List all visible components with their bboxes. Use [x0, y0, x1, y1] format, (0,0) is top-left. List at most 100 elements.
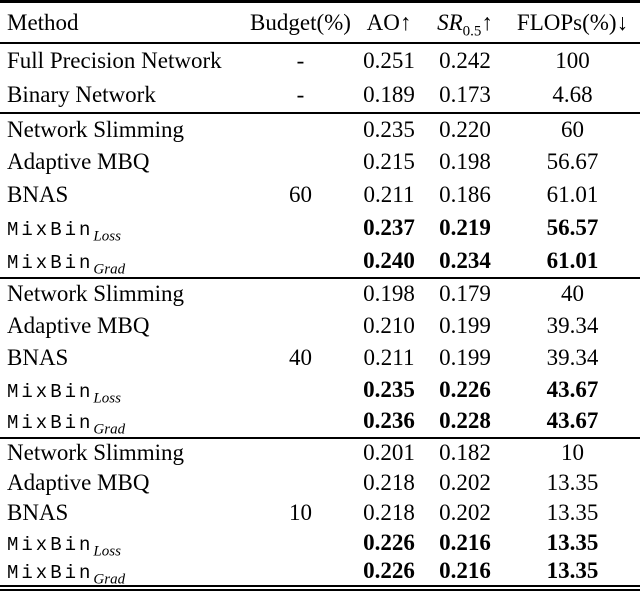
flops-cell: 61.01 — [546, 182, 599, 208]
table-row: Adaptive MBQ 0.210 0.199 39.34 — [0, 310, 640, 342]
table-row: Full Precision Network - 0.251 0.242 100 — [0, 43, 640, 78]
budget-cell — [248, 146, 353, 179]
sr-cell: 0.198 — [439, 149, 491, 175]
table-row: Adaptive MBQ 0.218 0.202 13.35 — [0, 468, 640, 498]
table-row: MixBinGrad 0.240 0.234 61.01 — [0, 245, 640, 278]
flops-cell: 13.35 — [546, 558, 599, 584]
ao-cell: 0.236 — [363, 408, 415, 434]
table-row: Network Slimming 0.201 0.182 10 — [0, 438, 640, 468]
table-row: MixBinLoss 0.235 0.226 43.67 — [0, 374, 640, 406]
budget-cell — [248, 113, 353, 146]
budget-cell: 60 — [289, 182, 312, 208]
flops-cell: 56.67 — [546, 149, 599, 175]
sr-cell: 0.216 — [439, 558, 491, 584]
flops-cell: 61.01 — [546, 247, 599, 273]
header-ao: AO↑ — [366, 9, 412, 35]
method-cell: Network Slimming — [7, 281, 184, 307]
method-cell: Binary Network — [7, 81, 156, 107]
method-cell: Adaptive MBQ — [7, 149, 150, 175]
sr-cell: 0.242 — [439, 47, 491, 73]
flops-cell: 60 — [561, 116, 584, 142]
ao-cell: 0.251 — [363, 47, 415, 73]
method-cell: MixBinGrad — [0, 406, 248, 438]
flops-cell: 43.67 — [546, 408, 599, 434]
ao-cell: 0.240 — [363, 247, 415, 273]
sr-cell: 0.199 — [439, 344, 491, 370]
header-row: Method Budget(%) AO↑ SR0.5↑ FLOPs(%)↓ — [0, 2, 640, 43]
table-row: Network Slimming 0.198 0.179 40 — [0, 278, 640, 310]
mixbin-label: MixBin — [7, 219, 94, 242]
flops-cell: 13.35 — [546, 499, 599, 525]
table-header: Method Budget(%) AO↑ SR0.5↑ FLOPs(%)↓ — [0, 2, 640, 43]
section-baseline: Full Precision Network - 0.251 0.242 100… — [0, 43, 640, 113]
table-row: MixBinGrad 0.236 0.228 43.67 — [0, 406, 640, 438]
sr-cell: 0.226 — [439, 376, 491, 402]
ao-cell: 0.235 — [363, 116, 415, 142]
sr-cell: 0.179 — [439, 281, 491, 307]
ao-cell: 0.201 — [363, 440, 415, 466]
table-row: Network Slimming 0.235 0.220 60 — [0, 113, 640, 146]
budget-cell: 40 — [289, 344, 312, 370]
sr-cell: 0.173 — [439, 81, 491, 107]
method-cell: Adaptive MBQ — [7, 469, 150, 495]
mixbin-label: MixBin — [7, 533, 94, 556]
method-cell: MixBinGrad — [0, 558, 248, 588]
section-budget-10: Network Slimming 0.201 0.182 10 Adaptive… — [0, 438, 640, 588]
header-flops: FLOPs(%)↓ — [516, 9, 629, 35]
method-cell: BNAS — [7, 344, 69, 370]
up-arrow-icon: ↑ — [481, 9, 493, 35]
method-cell: BNAS — [7, 182, 69, 208]
method-cell: BNAS — [7, 499, 69, 525]
table-row: BNAS 40 0.211 0.199 39.34 — [0, 342, 640, 374]
section-budget-60: Network Slimming 0.235 0.220 60 Adaptive… — [0, 113, 640, 278]
ao-cell: 0.226 — [363, 558, 415, 584]
flops-cell: 100 — [555, 47, 590, 73]
header-budget: Budget(%) — [250, 9, 351, 35]
ao-cell: 0.226 — [363, 529, 415, 555]
mixbin-subscript: Grad — [93, 421, 126, 438]
method-cell: MixBinLoss — [0, 374, 248, 405]
method-cell: MixBinLoss — [0, 212, 248, 245]
table-row: MixBinGrad 0.226 0.216 13.35 — [0, 558, 640, 588]
mixbin-subscript: Grad — [93, 261, 126, 278]
table-row: BNAS 60 0.211 0.186 61.01 — [0, 179, 640, 212]
budget-cell — [248, 278, 353, 310]
ao-cell: 0.211 — [363, 182, 415, 208]
table-row: Binary Network - 0.189 0.173 4.68 — [0, 78, 640, 113]
method-cell: MixBinGrad — [0, 245, 248, 278]
budget-cell — [248, 468, 353, 498]
ao-cell: 0.198 — [363, 281, 415, 307]
header-method: Method — [7, 9, 79, 35]
flops-cell: 10 — [561, 440, 584, 466]
mixbin-label: MixBin — [7, 380, 94, 403]
ao-cell: 0.218 — [363, 469, 415, 495]
sr-cell: 0.186 — [439, 182, 491, 208]
ao-cell: 0.211 — [363, 344, 415, 370]
budget-cell — [248, 558, 353, 588]
budget-cell: - — [296, 81, 305, 107]
flops-cell: 39.34 — [546, 344, 599, 370]
ao-cell: 0.189 — [363, 81, 415, 107]
sr-cell: 0.234 — [439, 247, 491, 273]
sr-subscript: 0.5 — [462, 23, 482, 40]
table-row: MixBinLoss 0.237 0.219 56.57 — [0, 212, 640, 245]
section-budget-40: Network Slimming 0.198 0.179 40 Adaptive… — [0, 278, 640, 438]
ao-cell: 0.210 — [363, 312, 415, 338]
flops-cell: 40 — [561, 281, 584, 307]
table-row: MixBinLoss 0.226 0.216 13.35 — [0, 528, 640, 558]
flops-cell: 13.35 — [546, 529, 599, 555]
header-sr: SR0.5↑ — [425, 2, 505, 43]
table-row: Adaptive MBQ 0.215 0.198 56.67 — [0, 146, 640, 179]
ao-cell: 0.237 — [363, 215, 415, 241]
flops-cell: 13.35 — [546, 469, 599, 495]
method-cell: Network Slimming — [7, 116, 184, 142]
method-cell: Adaptive MBQ — [7, 312, 150, 338]
sr-cell: 0.202 — [439, 499, 491, 525]
flops-cell: 43.67 — [546, 376, 599, 402]
budget-cell — [248, 438, 353, 468]
sr-cell: 0.199 — [439, 312, 491, 338]
mixbin-label: MixBin — [7, 251, 94, 274]
flops-cell: 4.68 — [552, 81, 593, 107]
budget-cell — [248, 374, 353, 406]
budget-cell: - — [296, 47, 305, 73]
